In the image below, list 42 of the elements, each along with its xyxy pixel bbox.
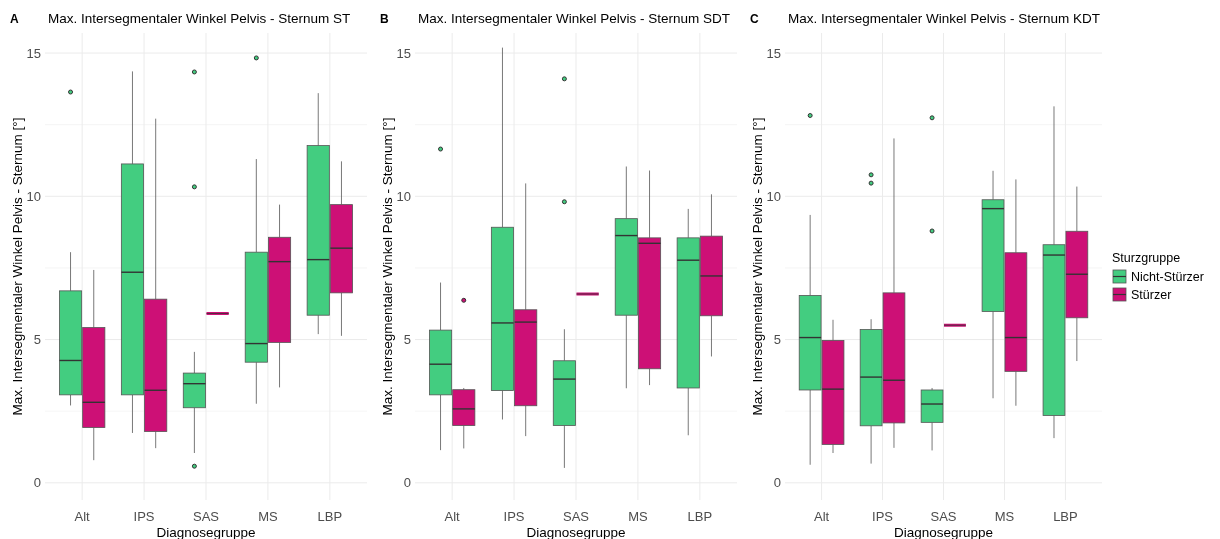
legend-label: Stürzer bbox=[1131, 287, 1172, 302]
text: B bbox=[380, 12, 389, 26]
y-tick-label: 5 bbox=[403, 332, 411, 348]
x-axis-title: Diagnosegruppe bbox=[526, 525, 626, 539]
legend-title: Sturzgruppe bbox=[1112, 251, 1181, 265]
x-tick-label: MS bbox=[994, 509, 1015, 524]
x-tick-label: LBP bbox=[687, 509, 713, 524]
y-tick-label: 15 bbox=[766, 45, 781, 61]
x-tick-label: SAS bbox=[192, 509, 220, 524]
x-tick-label: IPS bbox=[872, 509, 894, 524]
y-tick-label: 0 bbox=[773, 475, 781, 491]
x-tick-label: LBP bbox=[317, 509, 343, 524]
y-tick-label: 5 bbox=[33, 332, 41, 348]
x-tick-label: SAS bbox=[930, 509, 957, 524]
chart-title: Max. Intersegmentaler Winkel Pelvis - Sternum KDT bbox=[788, 11, 1101, 26]
x-tick-label: Alt bbox=[74, 509, 91, 524]
y-axis-title: Max. Intersegmentaler Winkel Pelvis - Sternum [°] bbox=[750, 117, 765, 416]
chart-title: Max. Intersegmentaler Winkel Pelvis - Sternum SDT bbox=[418, 11, 731, 26]
x-tick-label: MS bbox=[628, 509, 648, 524]
y-tick-label: 0 bbox=[403, 475, 411, 491]
text: C bbox=[750, 12, 759, 26]
x-axis-title: Diagnosegruppe bbox=[893, 525, 994, 539]
y-tick-label: 10 bbox=[766, 188, 781, 204]
x-tick-label: SAS bbox=[562, 509, 590, 524]
chart-title: Max. Intersegmentaler Winkel Pelvis - Sternum ST bbox=[48, 11, 351, 26]
x-tick-label: LBP bbox=[1053, 509, 1078, 524]
x-axis-title: Diagnosegruppe bbox=[156, 525, 256, 539]
x-tick-label: IPS bbox=[503, 509, 525, 524]
x-tick-label: MS bbox=[258, 509, 278, 524]
y-tick-label: 0 bbox=[33, 475, 41, 491]
x-tick-label: Alt bbox=[813, 509, 830, 524]
y-tick-label: 15 bbox=[26, 45, 41, 61]
y-tick-label: 10 bbox=[396, 188, 411, 204]
y-tick-label: 5 bbox=[773, 332, 781, 348]
legend-label: Nicht-Stürzer bbox=[1131, 269, 1204, 284]
x-tick-label: IPS bbox=[133, 509, 155, 524]
y-axis-title: Max. Intersegmentaler Winkel Pelvis - Sternum [°] bbox=[380, 117, 395, 416]
x-tick-label: Alt bbox=[444, 509, 461, 524]
y-axis-title: Max. Intersegmentaler Winkel Pelvis - Sternum [°] bbox=[10, 117, 25, 416]
text: A bbox=[10, 12, 19, 26]
y-tick-label: 10 bbox=[26, 188, 41, 204]
y-tick-label: 15 bbox=[396, 45, 411, 61]
